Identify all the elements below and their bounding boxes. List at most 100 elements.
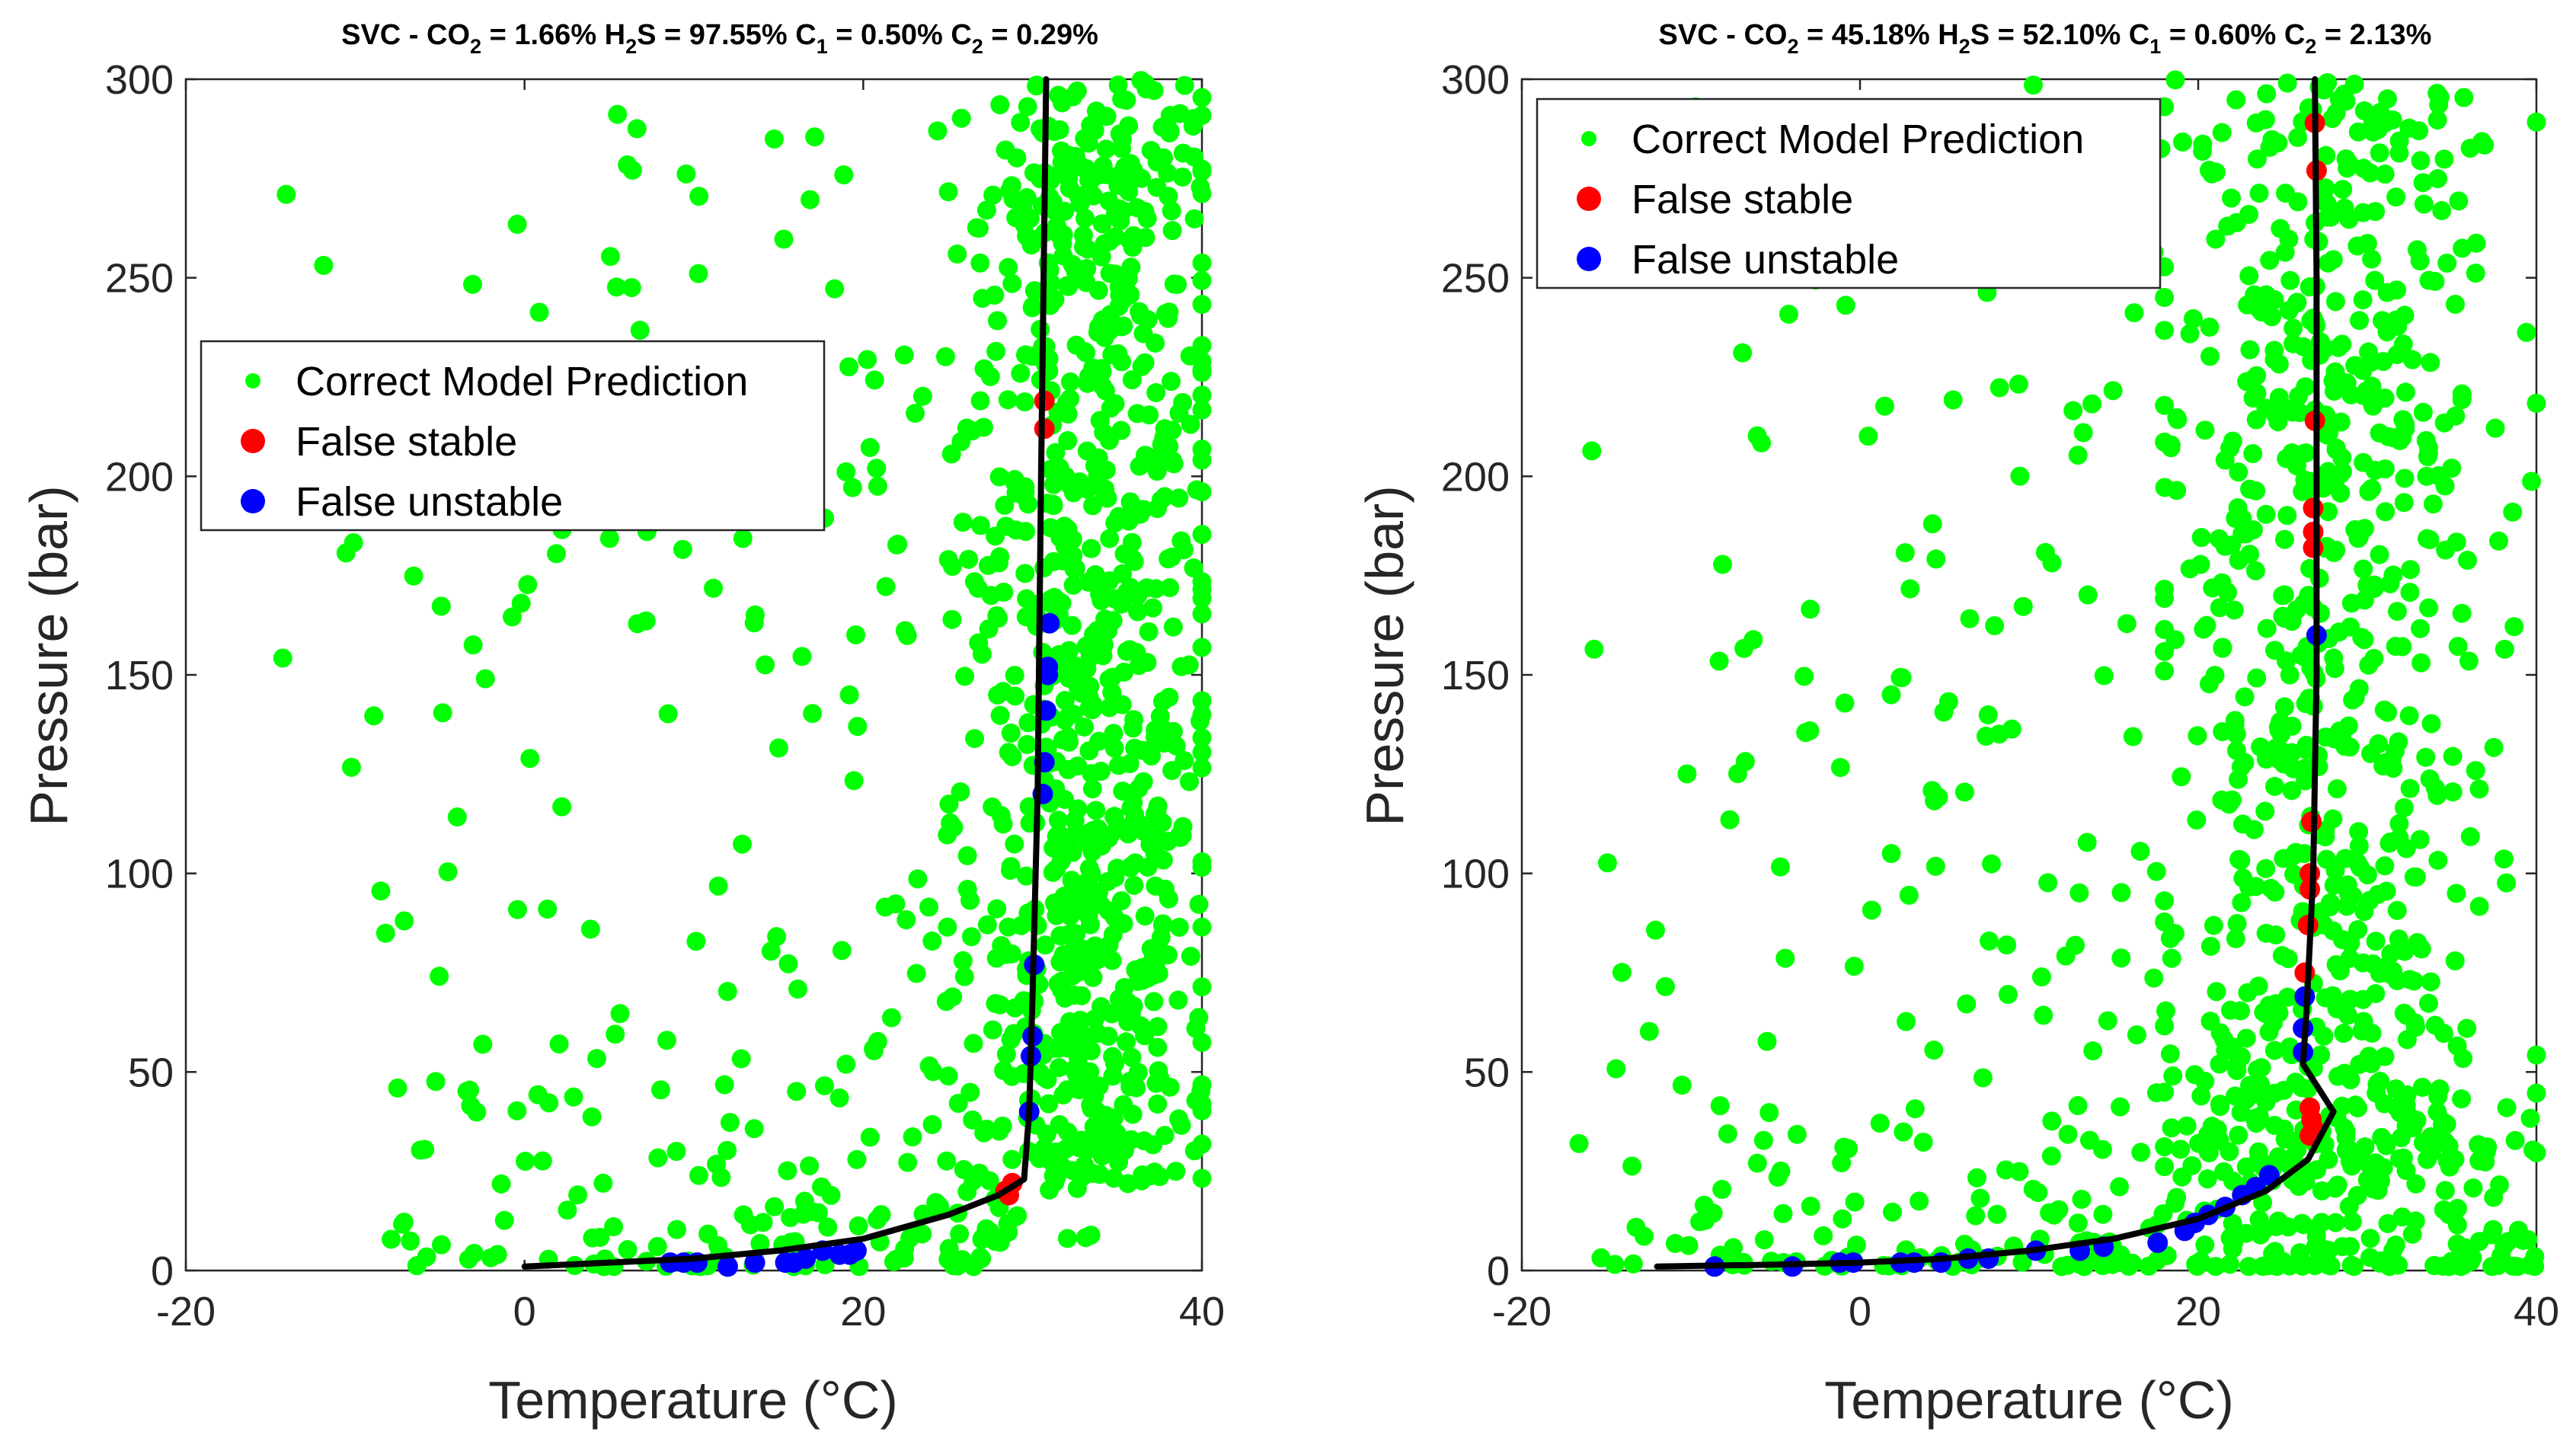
right-correct-point [2271, 219, 2290, 238]
right-correct-point [2497, 873, 2517, 893]
right-correct-point [2421, 353, 2440, 372]
right-correct-point [2395, 941, 2415, 961]
right-correct-point [2296, 1172, 2316, 1191]
right-correct-point [2378, 702, 2398, 722]
left-correct-point [388, 1078, 407, 1098]
right-correct-point [2421, 972, 2440, 992]
left-correct-point [1192, 589, 1212, 609]
left-correct-point [1153, 916, 1173, 935]
left-correct-point [1192, 525, 1212, 545]
left-correct-point [1150, 707, 1170, 727]
left-correct-point [987, 899, 1007, 919]
left-correct-point [1148, 1037, 1168, 1057]
left-correct-point [1144, 992, 1164, 1012]
left-correct-point [767, 927, 787, 947]
right-correct-point [1672, 1076, 1692, 1095]
right-correct-point [2162, 1118, 2181, 1138]
left-correct-point [995, 495, 1015, 515]
left-y-tick-label: 250 [105, 256, 174, 302]
right-false-stable-point [2303, 537, 2324, 558]
right-correct-point [2239, 266, 2259, 286]
left-correct-point [1138, 968, 1158, 988]
left-correct-point [825, 279, 845, 299]
left-correct-point [1124, 710, 1144, 730]
left-correct-point [983, 797, 1002, 817]
right-correct-point [2364, 648, 2384, 668]
left-correct-point [1055, 789, 1075, 809]
left-correct-point [993, 682, 1013, 702]
left-correct-point [1059, 169, 1079, 189]
right-correct-point [2360, 163, 2380, 183]
right-x-tick-label: 0 [1849, 1289, 1871, 1335]
right-correct-point [2335, 1118, 2354, 1138]
right-correct-point [2335, 1063, 2354, 1083]
left-correct-point [1063, 1161, 1082, 1181]
right-correct-point [2420, 529, 2440, 549]
right-correct-point [2452, 390, 2472, 410]
left-correct-point [473, 1034, 493, 1054]
right-legend-marker [1581, 131, 1596, 146]
left-correct-point [1016, 866, 1036, 886]
left-correct-point [1129, 656, 1149, 676]
right-correct-point [2123, 727, 2143, 746]
right-correct-point [2189, 1133, 2209, 1153]
right-correct-point [2442, 459, 2462, 478]
right-correct-point [2352, 1021, 2372, 1041]
left-y-tick-label: 300 [105, 57, 174, 103]
left-correct-point [1077, 896, 1097, 916]
right-correct-point [2517, 322, 2536, 342]
left-correct-point [1055, 988, 1075, 1008]
right-correct-point [2323, 986, 2343, 1005]
left-correct-point [764, 129, 784, 149]
right-correct-point [2124, 303, 2144, 323]
left-correct-point [1085, 455, 1104, 475]
left-correct-point [1138, 857, 1158, 877]
left-correct-point [860, 1127, 880, 1147]
right-correct-point [2206, 229, 2226, 249]
right-correct-point [2406, 1174, 2426, 1194]
left-legend-marker [241, 489, 265, 513]
right-correct-point [2239, 1257, 2258, 1277]
right-correct-point [1735, 752, 1755, 772]
left-correct-point [433, 703, 452, 723]
left-correct-point [788, 979, 807, 999]
right-correct-point [2522, 471, 2542, 491]
right-correct-point [2399, 1105, 2418, 1125]
right-correct-point [2466, 761, 2485, 781]
left-correct-point [371, 881, 391, 901]
right-correct-point [2306, 1236, 2325, 1256]
left-correct-point [1057, 1080, 1077, 1100]
right-correct-point [2397, 1005, 2417, 1025]
left-correct-point [964, 1034, 983, 1053]
left-correct-point [953, 513, 973, 532]
right-correct-point [2366, 932, 2386, 951]
right-correct-point [2423, 494, 2443, 514]
left-correct-point [1044, 587, 1064, 607]
right-correct-point [2325, 729, 2344, 749]
left-correct-point [989, 553, 1009, 573]
left-correct-point [590, 1227, 610, 1247]
left-correct-point [1192, 1168, 1212, 1188]
left-correct-point [942, 557, 962, 577]
left-correct-point [395, 911, 414, 931]
right-chart-panel: SVC - CO2 = 45.18% H2S = 52.10% C1 = 0.6… [1355, 19, 2559, 1430]
right-correct-point [2416, 747, 2436, 767]
right-correct-point [2340, 1236, 2360, 1256]
right-correct-point [2072, 1189, 2092, 1209]
right-correct-point [2271, 724, 2291, 744]
left-correct-point [1179, 655, 1199, 675]
left-correct-point [276, 184, 296, 204]
right-correct-point [2412, 1077, 2432, 1097]
left-correct-point [1069, 472, 1089, 492]
left-correct-point [1104, 1108, 1123, 1128]
left-correct-point [894, 345, 914, 365]
left-correct-point [990, 95, 1010, 115]
left-correct-point [876, 577, 896, 596]
left-correct-point [494, 1210, 514, 1230]
left-correct-point [1192, 1101, 1212, 1120]
left-correct-point [996, 140, 1015, 160]
right-x-tick-label: -20 [1492, 1289, 1552, 1335]
left-correct-point [1005, 473, 1024, 493]
left-correct-point [781, 1207, 801, 1227]
right-correct-point [2195, 1235, 2215, 1255]
